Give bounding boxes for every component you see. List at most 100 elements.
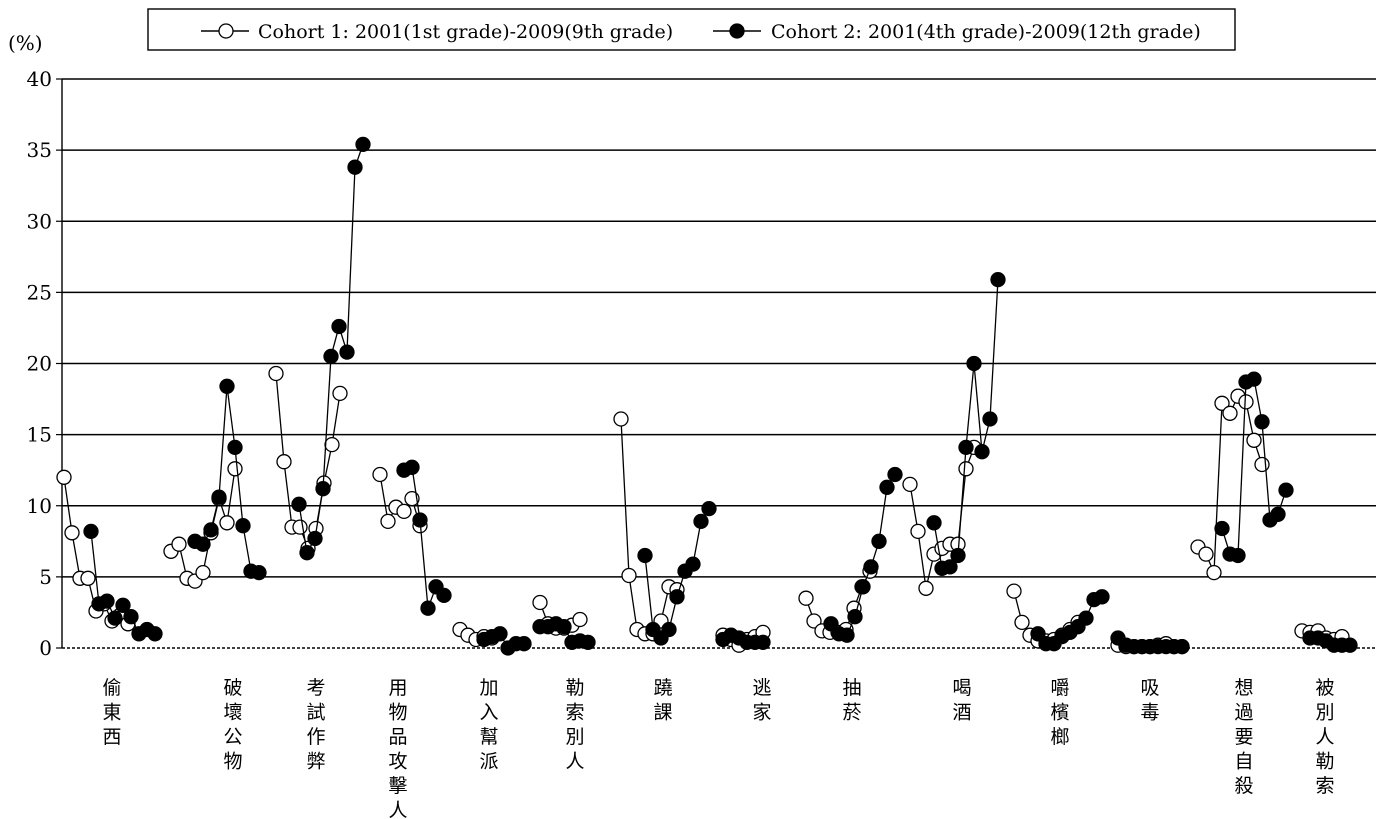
- data-point-cohort1: [1206, 564, 1222, 581]
- data-point-cohort1: [292, 519, 308, 535]
- y-tick-label: 5: [39, 565, 52, 589]
- data-point-cohort2: [115, 597, 131, 613]
- data-point-cohort1: [918, 580, 934, 596]
- data-point-cohort2: [420, 600, 436, 616]
- y-tick-label: 25: [27, 280, 52, 304]
- data-point-cohort2: [847, 609, 863, 625]
- data-point-cohort1: [64, 525, 80, 541]
- data-point-cohort2: [669, 589, 685, 605]
- data-point-cohort2: [235, 518, 251, 534]
- legend-label: Cohort 2: 2001(4th grade)-2009(12th grad…: [771, 21, 1201, 43]
- series-line: [1197, 395, 1263, 573]
- data-point-cohort1: [958, 461, 974, 477]
- data-point-cohort2: [123, 609, 139, 625]
- category-label: 想過要自殺: [1234, 677, 1253, 797]
- data-point-cohort1: [219, 515, 235, 531]
- data-point-cohort2: [492, 626, 508, 642]
- data-point-cohort1: [404, 490, 420, 507]
- y-tick-label: 40: [27, 67, 52, 91]
- category-label: 喝酒: [952, 677, 971, 724]
- data-point-cohort2: [404, 459, 420, 475]
- data-point-cohort2: [251, 564, 267, 581]
- data-point-cohort2: [1246, 371, 1262, 387]
- data-point-cohort2: [436, 587, 452, 604]
- data-point-cohort2: [556, 619, 572, 635]
- series-line: [830, 474, 896, 636]
- data-point-cohort1: [1214, 395, 1230, 411]
- data-point-cohort2: [637, 547, 653, 564]
- data-point-cohort2: [839, 627, 855, 643]
- data-point-cohort1: [324, 436, 340, 453]
- data-point-cohort1: [613, 411, 629, 427]
- data-point-cohort2: [863, 559, 879, 575]
- category-label: 嚼檳榔: [1050, 677, 1069, 748]
- y-tick-label: 20: [27, 352, 52, 376]
- data-point-cohort2: [755, 634, 771, 650]
- data-point-cohort1: [1198, 546, 1214, 562]
- data-point-cohort2: [1078, 610, 1094, 626]
- data-point-cohort1: [396, 503, 412, 520]
- data-point-cohort1: [902, 476, 918, 493]
- data-point-cohort2: [107, 610, 123, 626]
- data-point-cohort2: [958, 439, 974, 456]
- data-point-cohort2: [339, 344, 355, 360]
- y-tick-labels: 0 5 10 15 20 25 30 35 40: [27, 67, 52, 660]
- data-point-cohort1: [332, 385, 348, 402]
- data-point-cohort1: [798, 590, 814, 606]
- category-label: 破壞公物: [223, 677, 242, 773]
- data-point-cohort2: [685, 556, 701, 572]
- data-point-cohort2: [1214, 520, 1230, 537]
- data-point-cohort2: [1254, 414, 1270, 430]
- data-point-cohort1: [380, 513, 396, 530]
- data-point-cohort2: [1230, 547, 1246, 564]
- data-point-cohort2: [227, 439, 243, 456]
- y-axis-label: (%): [8, 31, 43, 55]
- data-point-cohort2: [355, 136, 371, 153]
- data-point-cohort1: [806, 613, 822, 629]
- y-tick-label: 30: [27, 209, 52, 233]
- data-point-cohort2: [412, 512, 428, 528]
- data-point-cohort1: [1238, 394, 1254, 410]
- data-point-cohort2: [331, 318, 347, 335]
- category-label: 被別人勒索: [1315, 677, 1334, 797]
- data-point-cohort1: [171, 536, 187, 552]
- category-label: 逃家: [752, 677, 771, 724]
- legend-marker-open: [218, 23, 234, 39]
- series-line: [1221, 378, 1287, 557]
- category-label: 抽菸: [842, 677, 861, 724]
- data-point-cohort2: [299, 545, 315, 561]
- legend: Cohort 1: 2001(1st grade)-2009(9th grade…: [147, 8, 1236, 51]
- data-point-cohort2: [1174, 638, 1190, 655]
- data-point-cohort2: [147, 626, 163, 642]
- data-point-cohort2: [982, 411, 998, 427]
- data-point-cohort2: [950, 547, 966, 564]
- data-point-cohort2: [315, 481, 331, 497]
- legend-box: [147, 8, 1236, 51]
- legend-label: Cohort 1: 2001(1st grade)-2009(9th grade…: [258, 21, 673, 43]
- data-point-cohort2: [1270, 506, 1286, 522]
- data-point-cohort1: [532, 594, 548, 611]
- data-point-cohort1: [268, 365, 284, 382]
- data-point-cohort2: [323, 348, 339, 365]
- data-point-cohort2: [693, 513, 709, 530]
- data-point-cohort2: [879, 479, 895, 495]
- data-point-cohort2: [990, 271, 1006, 288]
- y-tick-label: 0: [39, 636, 52, 660]
- data-point-cohort2: [83, 523, 99, 540]
- data-point-cohort1: [56, 469, 72, 485]
- data-point-cohort2: [1094, 589, 1110, 605]
- category-label: 考試作弊: [306, 677, 325, 773]
- data-point-cohort1: [1222, 405, 1238, 421]
- data-point-cohort2: [347, 159, 363, 175]
- data-point-cohort2: [516, 636, 532, 652]
- y-tick-label: 35: [27, 138, 52, 162]
- data-point-cohort2: [211, 489, 227, 505]
- grid-lines: [62, 78, 1376, 578]
- data-point-cohort2: [855, 579, 871, 595]
- data-point-cohort2: [219, 378, 235, 394]
- data-point-cohort1: [621, 567, 637, 584]
- category-label: 蹺課: [653, 677, 672, 724]
- data-point-cohort2: [195, 536, 211, 552]
- data-point-cohort1: [227, 461, 243, 477]
